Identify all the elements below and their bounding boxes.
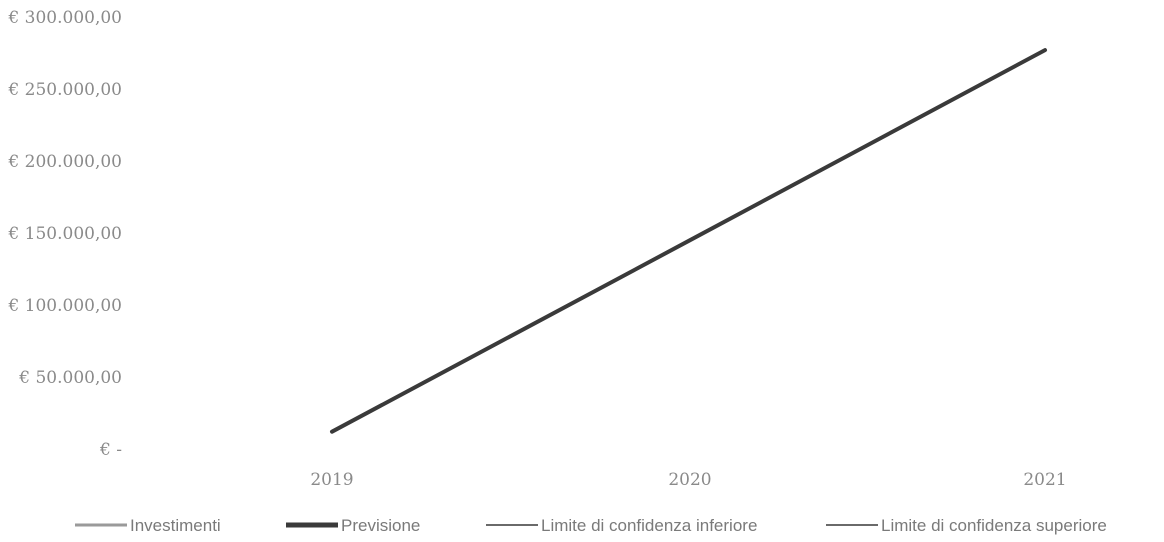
y-tick-label: € 200.000,00 bbox=[7, 152, 122, 172]
y-tick-label: € 100.000,00 bbox=[7, 296, 122, 316]
y-tick-label: € - bbox=[99, 440, 122, 460]
legend-label: Previsione bbox=[341, 516, 420, 535]
legend-item: Limite di confidenza inferiore bbox=[486, 516, 757, 535]
legend-label: Limite di confidenza superiore bbox=[881, 516, 1107, 535]
x-tick-label: 2020 bbox=[668, 470, 711, 490]
y-tick-label: € 150.000,00 bbox=[7, 224, 122, 244]
y-tick-label: € 250.000,00 bbox=[7, 80, 122, 100]
x-tick-label: 2021 bbox=[1023, 470, 1066, 490]
plot-area bbox=[330, 48, 1047, 434]
legend-label: Investimenti bbox=[130, 516, 221, 535]
y-tick-label: € 50.000,00 bbox=[18, 368, 122, 388]
y-axis: € - € 50.000,00 € 100.000,00 € 150.000,00 € … bbox=[7, 8, 122, 460]
legend-label: Limite di confidenza inferiore bbox=[541, 516, 757, 535]
x-axis: 2019 2020 2021 bbox=[310, 470, 1066, 490]
legend: Investimenti Previsione Limite di confiden… bbox=[75, 516, 1107, 535]
y-tick-label: € 300.000,00 bbox=[7, 8, 122, 28]
x-tick-label: 2019 bbox=[310, 470, 353, 490]
legend-item: Investimenti bbox=[75, 516, 221, 535]
series-line-2 bbox=[330, 48, 1047, 434]
legend-item: Limite di confidenza superiore bbox=[826, 516, 1107, 535]
legend-item: Previsione bbox=[286, 516, 420, 535]
